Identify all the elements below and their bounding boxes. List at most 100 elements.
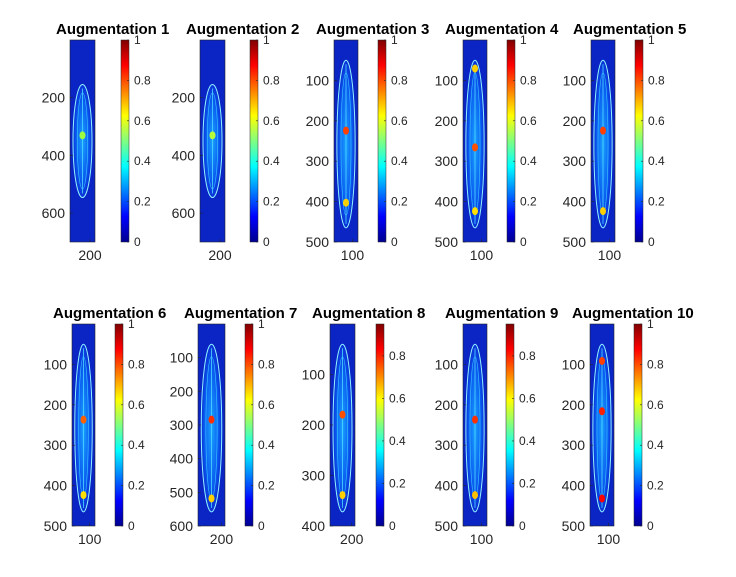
colorbar bbox=[114, 323, 124, 527]
colorbar bbox=[249, 39, 259, 243]
y-tick-label: 100 bbox=[306, 72, 330, 88]
colorbar-tick-label: 1 bbox=[134, 33, 141, 47]
colorbar-tick-label: 0.6 bbox=[519, 391, 536, 405]
y-tick-label: 100 bbox=[435, 72, 459, 88]
y-tick-label: 400 bbox=[170, 451, 194, 467]
subplot-title: Augmentation 1 bbox=[56, 21, 169, 38]
intensity-hotspot bbox=[599, 494, 605, 503]
y-tick-label: 500 bbox=[435, 234, 459, 250]
y-tick-label: 100 bbox=[562, 356, 586, 372]
x-tick-label: 200 bbox=[210, 531, 234, 547]
scan-structure bbox=[469, 72, 481, 216]
colorbar-tick-label: 0.6 bbox=[263, 114, 280, 128]
x-tick-label: 200 bbox=[78, 247, 102, 263]
intensity-hotspot bbox=[472, 207, 478, 216]
colorbar-tick-label: 0.8 bbox=[258, 357, 275, 371]
colorbar-tick-label: 1 bbox=[263, 33, 270, 47]
colorbar-tick-label: 0.4 bbox=[519, 434, 536, 448]
y-tick-label: 300 bbox=[306, 153, 330, 169]
y-tick-label: 400 bbox=[302, 518, 326, 534]
y-tick-label: 100 bbox=[302, 367, 326, 383]
colorbar-tick-label: 0.6 bbox=[258, 398, 275, 412]
y-tick-label: 200 bbox=[562, 397, 586, 413]
y-tick-label: 600 bbox=[172, 205, 196, 221]
colorbar-tick-label: 0.6 bbox=[647, 398, 664, 412]
y-tick-label: 100 bbox=[435, 356, 459, 372]
y-tick-label: 500 bbox=[306, 234, 330, 250]
axes-frame bbox=[462, 39, 488, 243]
colorbar-tick-label: 0.2 bbox=[389, 476, 406, 490]
x-tick-label: 100 bbox=[470, 247, 494, 263]
x-tick-label: 100 bbox=[341, 247, 365, 263]
y-tick-label: 500 bbox=[562, 518, 586, 534]
y-tick-label: 200 bbox=[302, 417, 326, 433]
colorbar-tick-label: 0.2 bbox=[648, 195, 665, 209]
colorbar-tick-label: 0.6 bbox=[520, 114, 537, 128]
colorbar-tick-label: 0 bbox=[520, 235, 527, 249]
axes-frame bbox=[71, 323, 96, 527]
subplot-8: Augmentation 8 100 200 300 400 200 0 0.2 0.4 0.6 0… bbox=[302, 305, 426, 547]
colorbar bbox=[120, 39, 130, 243]
x-tick-label: 100 bbox=[598, 247, 622, 263]
axes-frame bbox=[589, 323, 615, 527]
subplot-title: Augmentation 2 bbox=[186, 21, 299, 38]
y-tick-label: 200 bbox=[435, 397, 459, 413]
subplot-title: Augmentation 4 bbox=[445, 21, 559, 38]
colorbar-tick-label: 0 bbox=[263, 235, 270, 249]
subplot-title: Augmentation 3 bbox=[316, 21, 429, 38]
colorbar-tick-label: 1 bbox=[648, 33, 655, 47]
colorbar-tick-label: 0 bbox=[258, 519, 265, 533]
colorbar-tick-label: 0.8 bbox=[519, 349, 536, 363]
subplot-title: Augmentation 10 bbox=[572, 305, 694, 322]
subplot-3: Augmentation 3 100 200 300 400 500 100 0 0.2 0.4 0… bbox=[306, 21, 430, 263]
y-tick-label: 300 bbox=[562, 437, 586, 453]
y-tick-label: 500 bbox=[435, 518, 459, 534]
colorbar-tick-label: 0 bbox=[128, 519, 135, 533]
colorbar-tick-label: 0.8 bbox=[391, 73, 408, 87]
intensity-hotspot bbox=[472, 415, 478, 424]
intensity-hotspot bbox=[80, 415, 87, 424]
colorbar bbox=[634, 39, 644, 243]
colorbar-tick-label: 1 bbox=[128, 317, 135, 331]
subplot-2: Augmentation 2 200 400 600 200 0 0.2 0.4 0.6 0.8 1 bbox=[172, 21, 300, 263]
scan-structure bbox=[78, 356, 89, 500]
subplot-title: Augmentation 6 bbox=[53, 305, 166, 322]
colorbar-tick-label: 1 bbox=[258, 317, 265, 331]
y-tick-label: 600 bbox=[42, 205, 66, 221]
intensity-hotspot bbox=[208, 415, 215, 424]
subplot-6: Augmentation 6 100 200 300 400 500 100 0 0.2 0.4 0… bbox=[44, 305, 167, 547]
colorbar-tick-label: 0.4 bbox=[128, 438, 145, 452]
scan-structure bbox=[469, 356, 481, 500]
y-tick-label: 500 bbox=[44, 518, 68, 534]
scan-structure bbox=[340, 72, 352, 216]
colorbar-tick-label: 0.8 bbox=[389, 349, 406, 363]
intensity-hotspot bbox=[208, 494, 215, 503]
subplot-title: Augmentation 8 bbox=[312, 305, 425, 322]
y-tick-label: 200 bbox=[42, 90, 66, 106]
x-tick-label: 100 bbox=[597, 531, 621, 547]
colorbar bbox=[375, 323, 385, 527]
x-tick-label: 200 bbox=[208, 247, 232, 263]
colorbar-tick-label: 0.4 bbox=[389, 434, 406, 448]
x-tick-label: 200 bbox=[340, 531, 364, 547]
y-tick-label: 300 bbox=[44, 437, 68, 453]
x-tick-label: 100 bbox=[78, 531, 102, 547]
y-tick-label: 200 bbox=[44, 397, 68, 413]
y-tick-label: 200 bbox=[306, 113, 330, 129]
intensity-hotspot bbox=[599, 356, 605, 365]
colorbar-tick-label: 0.2 bbox=[519, 476, 536, 490]
y-tick-label: 100 bbox=[44, 356, 68, 372]
intensity-hotspot bbox=[343, 126, 349, 135]
intensity-hotspot bbox=[79, 131, 86, 140]
y-tick-label: 200 bbox=[172, 90, 196, 106]
subplot-title: Augmentation 9 bbox=[445, 305, 558, 322]
colorbar-tick-label: 1 bbox=[520, 33, 527, 47]
colorbar bbox=[244, 323, 254, 527]
colorbar bbox=[377, 39, 387, 243]
subplot-title: Augmentation 5 bbox=[573, 21, 686, 38]
subplot-1: Augmentation 1 200 400 600 200 0 0.2 0.4 0.6 0.8 1 bbox=[42, 21, 170, 263]
subplot-9: Augmentation 9 100 200 300 400 500 100 0 0.2 0.4 0… bbox=[435, 305, 559, 547]
intensity-hotspot bbox=[472, 143, 478, 152]
y-tick-label: 100 bbox=[563, 72, 587, 88]
intensity-hotspot bbox=[339, 410, 346, 419]
